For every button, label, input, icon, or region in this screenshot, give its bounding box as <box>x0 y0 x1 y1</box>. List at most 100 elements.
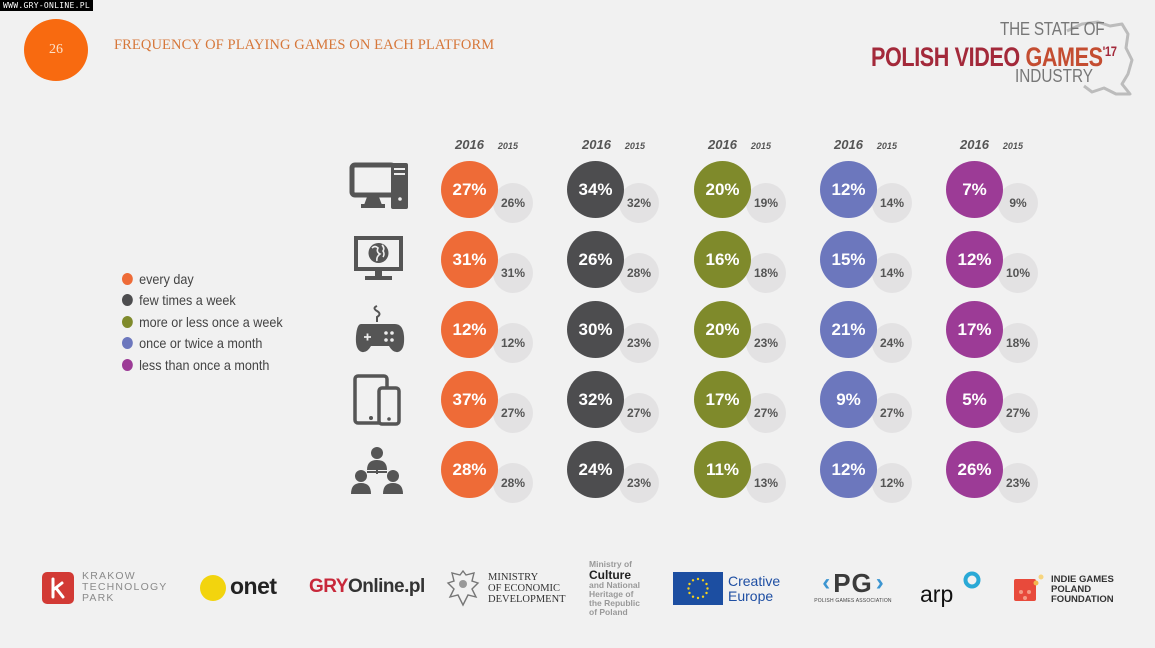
legend-label: once or twice a month <box>139 335 263 352</box>
cell-every-day: 28% 28% <box>441 441 551 511</box>
gry-text: GRY <box>309 576 348 597</box>
year-header: 2016 2015 <box>708 136 771 154</box>
med-line: OF ECONOMIC <box>488 583 561 594</box>
value-2016-circle: 21% <box>820 301 877 358</box>
year-2016-label: 2016 <box>960 137 989 152</box>
legend-dot <box>122 337 133 350</box>
sponsor-logos: KRAKOW TECHNOLOGY PARK onet GRYOnline.pl… <box>0 555 1155 625</box>
pg-subtitle: POLISH GAMES ASSOCIATION <box>814 598 892 604</box>
cell-every-day: 31% 31% <box>441 231 551 301</box>
value-2015-circle: 23% <box>619 463 659 503</box>
year-2015-label: 2015 <box>497 141 518 151</box>
arp-text: arp <box>920 581 954 607</box>
mkidn-line: Heritage of <box>589 589 634 599</box>
cell-every-day: 12% 12% <box>441 301 551 371</box>
ktp-line: TECHNOLOGY <box>82 581 168 593</box>
bracket-left-icon: ‹ <box>822 569 831 596</box>
mkidn-line: Ministry of <box>589 559 632 569</box>
cell-once-week: 27% 17% <box>694 371 804 441</box>
value-2016-circle: 26% <box>946 441 1003 498</box>
legend-item-every-day: every day <box>122 268 283 290</box>
online-pl-text: Online.pl <box>347 576 425 597</box>
value-2015-circle: 24% <box>872 323 912 363</box>
watermark: WWW.GRY-ONLINE.PL <box>0 0 93 11</box>
legend-item-once-week: more or less once a week <box>122 311 283 333</box>
year-2016-label: 2016 <box>834 137 863 152</box>
legend-dot <box>122 358 133 371</box>
legend-dot <box>122 315 133 328</box>
legend-item-less-than-month: less than once a month <box>122 354 283 376</box>
cell-once-twice-month: 12% 12% <box>820 441 930 511</box>
value-2016-circle: 17% <box>694 371 751 428</box>
cell-once-week: 18% 16% <box>694 231 804 301</box>
med-line: DEVELOPMENT <box>488 594 566 605</box>
cell-few-times-week: 23% 24% <box>567 441 677 511</box>
value-2016-circle: 12% <box>441 301 498 358</box>
desktop-computer-icon <box>347 157 411 221</box>
onet-text: onet <box>230 573 277 599</box>
year-2015-label: 2015 <box>624 141 645 151</box>
value-2015-circle: 32% <box>619 183 659 223</box>
cell-once-twice-month: 14% 15% <box>820 231 930 301</box>
year-header: 2016 2015 <box>834 136 897 154</box>
value-2015-circle: 27% <box>619 393 659 433</box>
value-2015-circle: 14% <box>872 253 912 293</box>
value-2016-circle: 34% <box>567 161 624 218</box>
mkidn-line: and National <box>589 580 641 590</box>
cell-once-twice-month: 14% 12% <box>820 161 930 231</box>
cell-less-than-month: 18% 17% <box>946 301 1056 371</box>
mkidn-culture: Culture <box>589 568 631 582</box>
gryonline-logo: GRYOnline.pl <box>309 576 425 598</box>
value-2015-circle: 27% <box>998 393 1038 433</box>
value-2016-circle: 24% <box>567 441 624 498</box>
value-2016-circle: 27% <box>441 161 498 218</box>
year-2015-label: 2015 <box>750 141 771 151</box>
ce-line: Creative <box>728 573 781 589</box>
value-2016-circle: 12% <box>946 231 1003 288</box>
value-2016-circle: 17% <box>946 301 1003 358</box>
legend-label: more or less once a week <box>139 313 283 330</box>
value-2015-circle: 12% <box>493 323 533 363</box>
ministry-economic-logo: MINISTRY OF ECONOMIC DEVELOPMENT <box>446 567 566 612</box>
eagle-emblem-icon <box>446 569 480 607</box>
value-2016-circle: 11% <box>694 441 751 498</box>
cell-few-times-week: 32% 34% <box>567 161 677 231</box>
value-2015-circle: 26% <box>493 183 533 223</box>
year-2015-label: 2015 <box>1002 141 1023 151</box>
ktp-line: KRAKOW <box>82 570 136 582</box>
legend-item-once-twice-month: once or twice a month <box>122 333 283 355</box>
value-2016-circle: 32% <box>567 371 624 428</box>
page-number: 26 <box>49 42 63 57</box>
creative-europe-logo: Creative Europe <box>673 572 780 610</box>
people-network-icon <box>347 440 411 504</box>
cell-once-twice-month: 27% 9% <box>820 371 930 441</box>
ktp-line: PARK <box>82 592 115 604</box>
legend-dot <box>122 294 133 307</box>
cell-few-times-week: 23% 30% <box>567 301 677 371</box>
mkidn-line: the Republic <box>589 598 641 608</box>
value-2015-circle: 14% <box>872 183 912 223</box>
ministry-culture-logo: Ministry of Culture and National Heritag… <box>589 560 640 617</box>
value-2015-circle: 23% <box>619 323 659 363</box>
page-title: FREQUENCY OF PLAYING GAMES ON EACH PLATF… <box>114 37 495 53</box>
value-2016-circle: 16% <box>694 231 751 288</box>
value-2016-circle: 28% <box>441 441 498 498</box>
bracket-right-icon: › <box>875 569 884 596</box>
brand-logo: THE STATE OF POLISH VIDEO GAMES'17 INDUS… <box>860 14 1150 99</box>
year-header: 2016 2015 <box>455 136 518 154</box>
polish-games-association-logo: ‹ PG › POLISH GAMES ASSOCIATION <box>808 568 898 605</box>
value-2015-circle: 27% <box>746 393 786 433</box>
value-2016-circle: 12% <box>820 441 877 498</box>
value-2015-circle: 31% <box>493 253 533 293</box>
legend-label: few times a week <box>139 292 236 309</box>
cell-less-than-month: 27% 5% <box>946 371 1056 441</box>
value-2016-circle: 7% <box>946 161 1003 218</box>
value-2016-circle: 37% <box>441 371 498 428</box>
igpf-line: POLAND <box>1051 584 1092 595</box>
value-2015-circle: 10% <box>998 253 1038 293</box>
dice-icon <box>1014 574 1044 601</box>
cell-once-week: 19% 20% <box>694 161 804 231</box>
brand-polish-video: POLISH VIDEO <box>871 42 1026 72</box>
onet-dot-icon <box>200 575 226 601</box>
year-2016-label: 2016 <box>708 137 737 152</box>
